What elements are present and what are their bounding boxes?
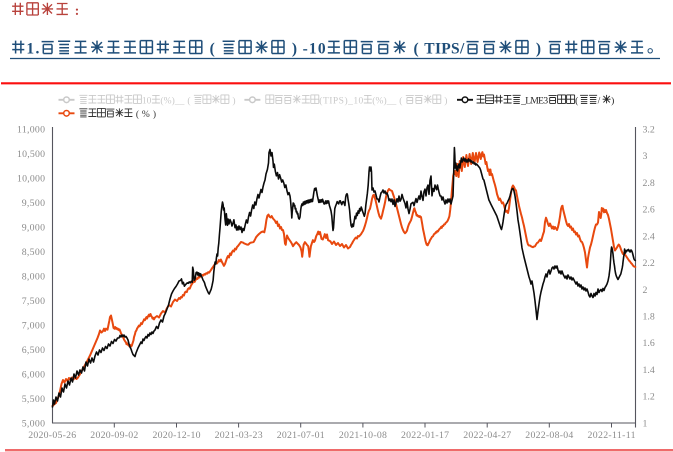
- svg-text:): ): [536, 41, 541, 58]
- svg-text:(: (: [399, 95, 402, 106]
- svg-text:1.2: 1.2: [643, 392, 655, 403]
- svg-text:2021-10-08: 2021-10-08: [339, 430, 387, 441]
- svg-text:): ): [153, 109, 156, 120]
- svg-text:_LME3: _LME3: [520, 96, 548, 106]
- svg-text:(: (: [187, 95, 190, 106]
- svg-text:7,000: 7,000: [22, 320, 45, 331]
- svg-text:2020-05-26: 2020-05-26: [28, 430, 76, 441]
- svg-text:10: 10: [142, 96, 152, 106]
- svg-text:(%)__: (%)__: [372, 95, 396, 106]
- svg-text:7,500: 7,500: [22, 296, 45, 307]
- svg-text:(: (: [575, 95, 578, 106]
- svg-text:2021-03-23: 2021-03-23: [215, 430, 263, 441]
- svg-text:9,000: 9,000: [22, 222, 45, 233]
- svg-text:2022-11-11: 2022-11-11: [588, 430, 636, 441]
- svg-text:2022-01-17: 2022-01-17: [401, 430, 449, 441]
- svg-text:3.2: 3.2: [643, 124, 655, 135]
- svg-text:2022-04-27: 2022-04-27: [463, 430, 511, 441]
- svg-text:6,000: 6,000: [22, 369, 45, 380]
- svg-text:10,000: 10,000: [17, 173, 45, 184]
- svg-text:(: (: [210, 41, 215, 58]
- svg-text:(: (: [414, 41, 419, 58]
- svg-text:(TIPS)_10: (TIPS)_10: [319, 95, 363, 106]
- svg-text:1.4: 1.4: [643, 365, 655, 376]
- svg-text:2020-09-02: 2020-09-02: [90, 430, 138, 441]
- svg-text:1: 1: [643, 418, 648, 429]
- svg-text:(: (: [136, 109, 139, 120]
- svg-text:): ): [232, 95, 235, 106]
- svg-text:TIPS/: TIPS/: [424, 41, 465, 58]
- svg-text:2.8: 2.8: [643, 178, 655, 189]
- svg-text:(%)__: (%)__: [160, 95, 184, 106]
- svg-text::: :: [75, 3, 80, 18]
- svg-text:5,000: 5,000: [22, 418, 45, 429]
- svg-text:-10: -10: [303, 41, 326, 58]
- svg-text:): ): [292, 41, 297, 58]
- svg-text:5,500: 5,500: [22, 394, 45, 405]
- svg-text:2022-08-04: 2022-08-04: [525, 430, 573, 441]
- svg-text:1.6: 1.6: [643, 338, 655, 349]
- svg-text:/: /: [598, 96, 601, 106]
- svg-text:3: 3: [643, 151, 648, 162]
- svg-text:9,500: 9,500: [22, 198, 45, 209]
- svg-text:): ): [611, 95, 614, 106]
- svg-text:2.2: 2.2: [643, 258, 655, 269]
- svg-text:11,000: 11,000: [17, 124, 45, 135]
- svg-text:8,000: 8,000: [22, 271, 45, 282]
- svg-text:8,500: 8,500: [22, 247, 45, 258]
- svg-text:2020-12-10: 2020-12-10: [153, 430, 201, 441]
- svg-text:10,500: 10,500: [17, 149, 45, 160]
- svg-text:2: 2: [643, 285, 648, 296]
- svg-text:%: %: [142, 110, 150, 120]
- svg-text:1.: 1.: [26, 41, 39, 58]
- svg-text:2.6: 2.6: [643, 205, 655, 216]
- svg-text:): ): [444, 95, 447, 106]
- svg-text:2.4: 2.4: [643, 231, 655, 242]
- svg-text:1.8: 1.8: [643, 312, 655, 323]
- svg-text:2021-07-01: 2021-07-01: [277, 430, 325, 441]
- svg-text:6,500: 6,500: [22, 345, 45, 356]
